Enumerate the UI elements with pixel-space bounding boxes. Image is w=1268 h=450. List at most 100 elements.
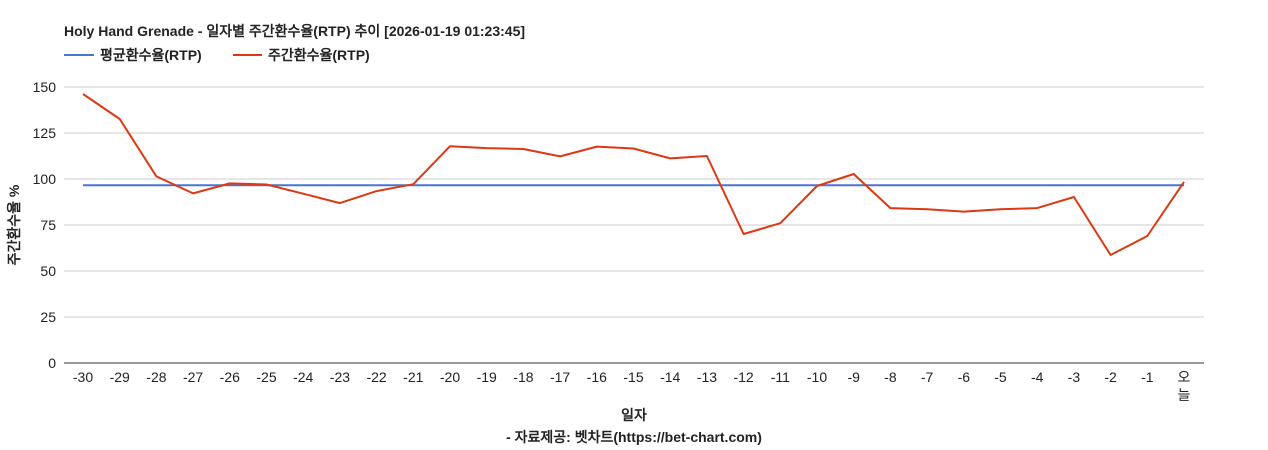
x-axis-title: 일자 <box>621 407 647 423</box>
y-tick-label: 100 <box>33 171 57 187</box>
data-point[interactable] <box>153 173 159 179</box>
data-point[interactable] <box>924 206 930 212</box>
data-point[interactable] <box>300 191 306 197</box>
x-tick-label: -10 <box>807 369 827 385</box>
data-point[interactable] <box>631 182 637 188</box>
data-point[interactable] <box>80 91 86 97</box>
chart-title: Holy Hand Grenade - 일자별 주간환수율(RTP) 추이 [2… <box>64 23 525 39</box>
data-point[interactable] <box>264 182 270 188</box>
data-point[interactable] <box>1071 182 1077 188</box>
data-point[interactable] <box>1108 252 1114 258</box>
data-point[interactable] <box>1181 179 1187 185</box>
legend-label-weekly[interactable]: 주간환수율(RTP) <box>268 47 370 63</box>
data-point[interactable] <box>484 182 490 188</box>
x-tick-label: -11 <box>771 369 790 385</box>
data-point[interactable] <box>447 182 453 188</box>
y-tick-label: 25 <box>40 309 56 325</box>
series-line-weekly <box>82 93 1185 256</box>
x-tick-label: -25 <box>256 369 276 385</box>
x-tick-label: -5 <box>994 369 1007 385</box>
data-point[interactable] <box>998 206 1004 212</box>
data-point[interactable] <box>667 155 673 161</box>
data-point[interactable] <box>80 182 86 188</box>
x-tick-label: -14 <box>660 369 680 385</box>
x-tick-label: -28 <box>146 369 166 385</box>
y-tick-label: 75 <box>40 217 56 233</box>
x-tick-label: -24 <box>293 369 313 385</box>
x-tick-label: -4 <box>1031 369 1044 385</box>
data-point[interactable] <box>887 182 893 188</box>
x-tick-label: -1 <box>1141 369 1154 385</box>
x-tick-label: -22 <box>366 369 386 385</box>
data-point[interactable] <box>741 182 747 188</box>
data-point[interactable] <box>851 182 857 188</box>
data-point[interactable] <box>777 182 783 188</box>
x-tick-label: -18 <box>513 369 533 385</box>
data-point[interactable] <box>1144 233 1150 239</box>
data-point[interactable] <box>887 205 893 211</box>
data-point[interactable] <box>998 182 1004 188</box>
data-point[interactable] <box>851 171 857 177</box>
data-point[interactable] <box>741 231 747 237</box>
data-point[interactable] <box>814 183 820 189</box>
data-point[interactable] <box>227 180 233 186</box>
data-point[interactable] <box>190 190 196 196</box>
data-point[interactable] <box>704 153 710 159</box>
data-point[interactable] <box>153 182 159 188</box>
y-axis-title: 주간환수율 % <box>6 184 22 265</box>
x-tick-label: -9 <box>847 369 860 385</box>
data-point[interactable] <box>117 182 123 188</box>
data-point[interactable] <box>484 145 490 151</box>
data-point[interactable] <box>520 182 526 188</box>
data-point[interactable] <box>117 116 123 122</box>
data-point[interactable] <box>1034 205 1040 211</box>
x-tick-label: -13 <box>697 369 717 385</box>
data-point[interactable] <box>337 200 343 206</box>
series-lines <box>80 91 1187 258</box>
x-tick-label: -16 <box>587 369 607 385</box>
data-point[interactable] <box>374 182 380 188</box>
data-point[interactable] <box>1034 182 1040 188</box>
x-tick-label: -20 <box>440 369 460 385</box>
data-point[interactable] <box>924 182 930 188</box>
data-point[interactable] <box>704 182 710 188</box>
x-tick-label: -30 <box>73 369 93 385</box>
x-tick-label: -27 <box>183 369 203 385</box>
x-tick-label: -3 <box>1068 369 1081 385</box>
data-point[interactable] <box>1144 182 1150 188</box>
y-tick-label: 150 <box>33 79 57 95</box>
data-point[interactable] <box>300 182 306 188</box>
data-point[interactable] <box>447 143 453 149</box>
data-point[interactable] <box>961 182 967 188</box>
x-tick-label: -17 <box>550 369 570 385</box>
data-point[interactable] <box>667 182 673 188</box>
data-point[interactable] <box>410 181 416 187</box>
legend-label-average[interactable]: 평균환수율(RTP) <box>100 47 202 63</box>
data-point[interactable] <box>1108 182 1114 188</box>
data-point[interactable] <box>631 145 637 151</box>
data-point[interactable] <box>374 188 380 194</box>
data-point[interactable] <box>594 144 600 150</box>
x-tick-label: -12 <box>733 369 753 385</box>
y-tick-label: 0 <box>48 355 56 371</box>
x-tick-label: -23 <box>330 369 350 385</box>
data-point[interactable] <box>557 182 563 188</box>
x-tick-label: -19 <box>477 369 497 385</box>
y-tick-label: 125 <box>33 125 57 141</box>
gridlines <box>64 86 1204 364</box>
x-tick-label: -8 <box>884 369 897 385</box>
data-point[interactable] <box>1071 194 1077 200</box>
data-point[interactable] <box>777 220 783 226</box>
x-tick-label: -21 <box>403 369 423 385</box>
data-point[interactable] <box>557 153 563 159</box>
x-tick-label: -6 <box>958 369 971 385</box>
data-point[interactable] <box>961 209 967 215</box>
data-point[interactable] <box>190 182 196 188</box>
data-point[interactable] <box>337 182 343 188</box>
data-point[interactable] <box>520 146 526 152</box>
y-axis-ticks: 0 25 50 75 100 125 150 <box>33 79 57 371</box>
data-point[interactable] <box>594 182 600 188</box>
y-tick-label: 50 <box>40 263 56 279</box>
x-tick-label: -2 <box>1104 369 1117 385</box>
